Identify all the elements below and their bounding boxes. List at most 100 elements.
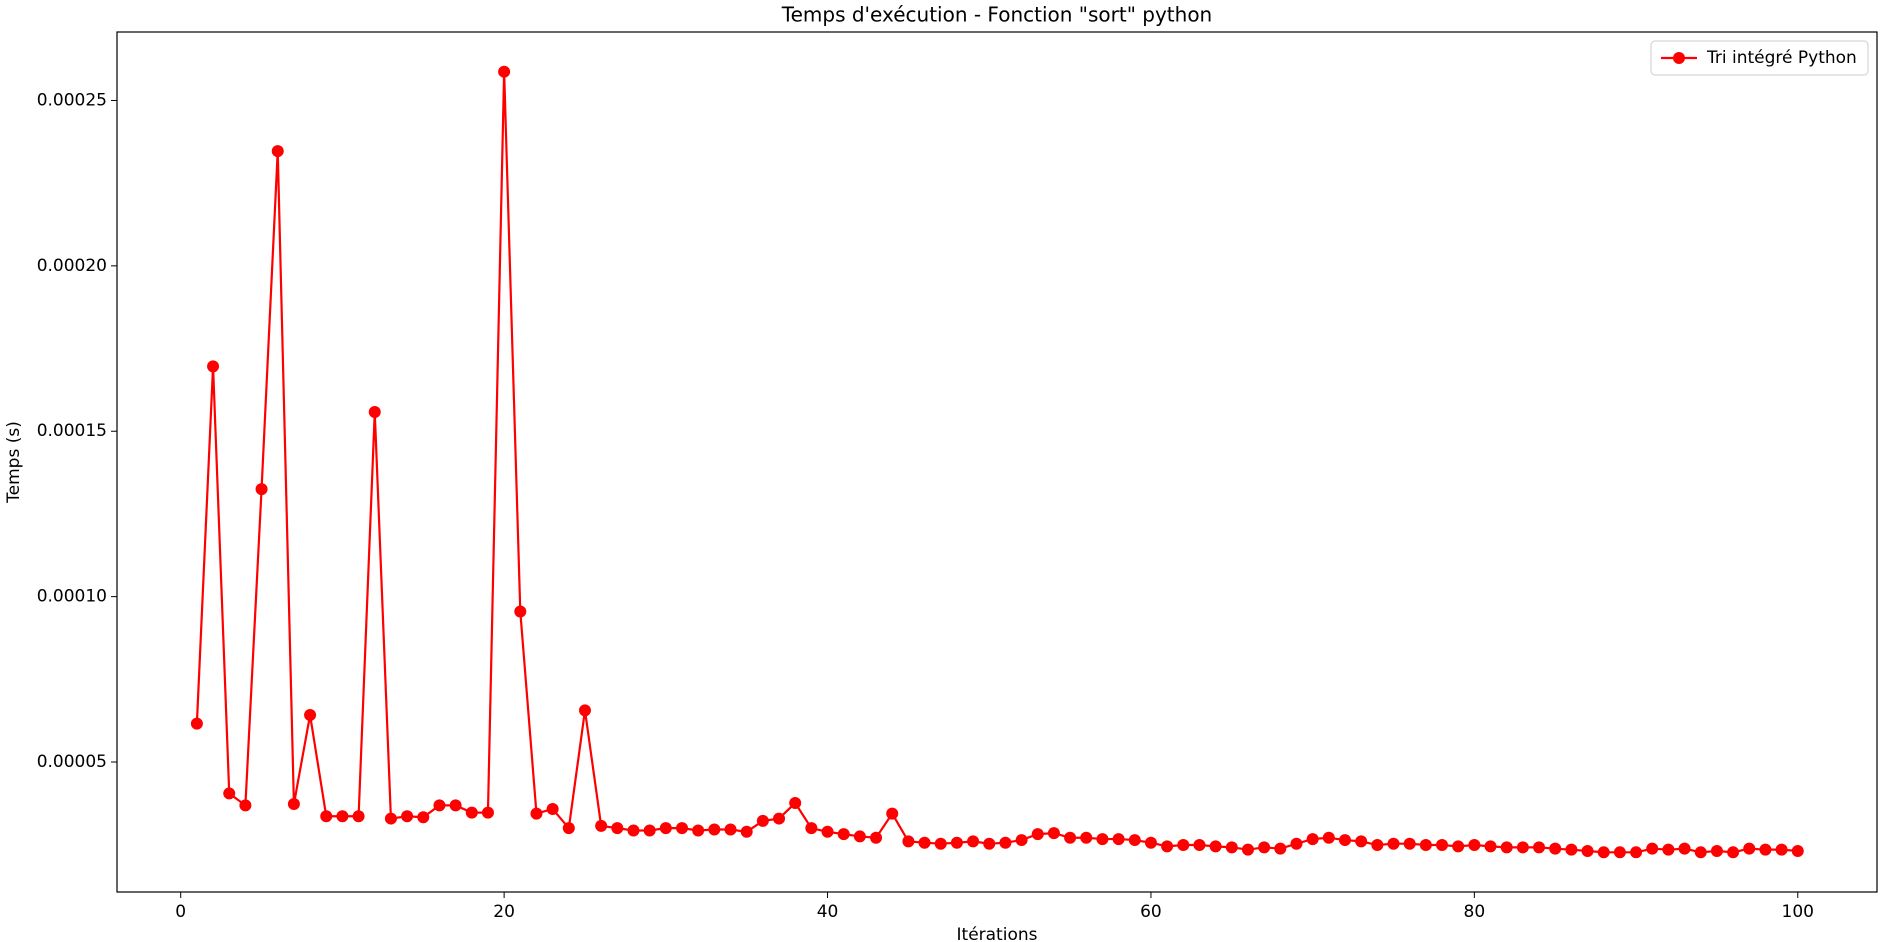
point	[1096, 833, 1109, 846]
point	[1436, 839, 1449, 852]
point	[902, 835, 915, 848]
x-tick-label: 40	[817, 902, 839, 922]
point	[546, 802, 559, 815]
point	[1581, 844, 1594, 857]
point	[983, 837, 996, 850]
point	[934, 837, 947, 850]
point	[627, 824, 640, 837]
plot-frame	[116, 31, 1878, 893]
point	[223, 787, 236, 800]
point	[465, 806, 478, 819]
point	[853, 830, 866, 843]
series-line	[195, 71, 1798, 854]
point	[1597, 846, 1610, 859]
point	[1338, 834, 1351, 847]
point	[1015, 834, 1028, 847]
point	[918, 836, 931, 849]
x-tick-label: 100	[1782, 902, 1814, 922]
point	[1694, 846, 1707, 859]
point	[1161, 840, 1174, 853]
point	[401, 810, 414, 823]
point	[1500, 841, 1513, 854]
x-axis-label: Itérations	[957, 925, 1038, 942]
point	[336, 810, 349, 823]
point	[1403, 837, 1416, 850]
y-tick-label: 0.00010	[37, 587, 107, 607]
point	[1128, 834, 1141, 847]
point	[821, 825, 834, 838]
point	[708, 823, 721, 836]
point	[595, 819, 608, 832]
point	[190, 717, 203, 730]
x-tick-label: 0	[175, 902, 186, 922]
point	[1355, 835, 1368, 848]
point	[320, 810, 333, 823]
point	[1306, 833, 1319, 846]
point	[756, 814, 769, 827]
y-tick-label: 0.00025	[37, 90, 107, 110]
x-tick-label: 80	[1464, 902, 1486, 922]
point	[740, 825, 753, 838]
point	[562, 822, 575, 835]
point	[578, 704, 591, 717]
point	[1177, 839, 1190, 852]
point	[675, 822, 688, 835]
point	[1727, 846, 1740, 859]
point	[1322, 831, 1335, 844]
point	[1565, 843, 1578, 856]
x-tick-label: 60	[1140, 902, 1162, 922]
point	[1047, 827, 1060, 840]
point	[1290, 837, 1303, 850]
point	[239, 799, 252, 812]
y-tick-label: 0.00020	[37, 256, 107, 276]
point	[1258, 841, 1271, 854]
point	[837, 828, 850, 841]
point	[417, 811, 430, 824]
legend-label: Tri intégré Python	[1706, 48, 1857, 68]
point	[1533, 841, 1546, 854]
point	[886, 807, 899, 820]
point	[514, 605, 527, 618]
point	[999, 836, 1012, 849]
point	[384, 812, 397, 825]
point	[1775, 843, 1788, 856]
point	[611, 822, 624, 835]
point	[1112, 833, 1125, 846]
point	[1419, 839, 1432, 852]
point	[304, 709, 317, 722]
point	[498, 65, 511, 78]
point	[368, 406, 381, 419]
point	[255, 483, 268, 496]
point	[1225, 841, 1238, 854]
point	[1743, 842, 1756, 855]
point	[643, 824, 656, 837]
point	[433, 799, 446, 812]
point	[1549, 842, 1562, 855]
point	[805, 822, 818, 835]
point	[1791, 844, 1804, 857]
point	[870, 831, 883, 844]
point	[692, 824, 705, 837]
point	[724, 823, 737, 836]
point	[207, 360, 220, 373]
point	[1209, 840, 1222, 853]
point	[449, 799, 462, 812]
point	[1484, 840, 1497, 853]
point	[1064, 831, 1077, 844]
point	[1516, 841, 1529, 854]
point	[1630, 846, 1643, 859]
point	[950, 836, 963, 849]
point	[1710, 844, 1723, 857]
point	[659, 822, 672, 835]
point	[1144, 836, 1157, 849]
point	[789, 797, 802, 810]
point	[1080, 831, 1093, 844]
point	[1678, 842, 1691, 855]
x-tick-label: 20	[493, 902, 515, 922]
legend-box	[1650, 40, 1869, 76]
point	[352, 810, 365, 823]
y-tick-label: 0.00005	[37, 752, 107, 772]
point	[1613, 846, 1626, 859]
legend-marker	[1673, 52, 1685, 64]
